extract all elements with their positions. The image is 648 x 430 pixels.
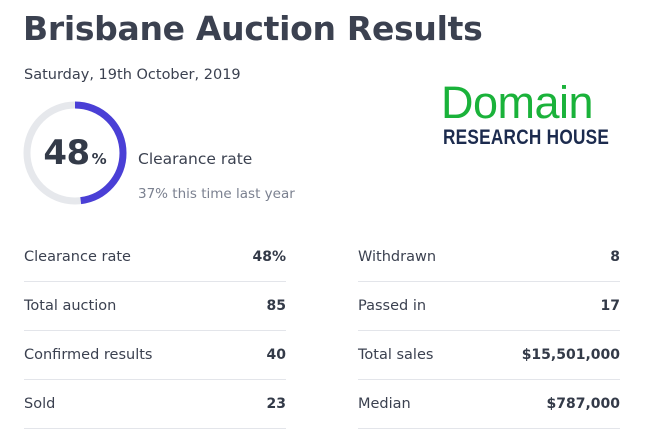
stat-row: Total sales $15,501,000 [358, 331, 620, 380]
stat-row: Median $787,000 [358, 380, 620, 429]
logo-domain-text: Domain [441, 77, 594, 128]
stat-label: Sold [24, 396, 56, 412]
clearance-rate-label: Clearance rate [138, 150, 253, 168]
stats-left-column: Clearance rate 48% Total auction 85 Conf… [24, 233, 286, 429]
clearance-last-year: 37% this time last year [138, 186, 295, 202]
gauge-fill-arc [23, 101, 127, 205]
stat-row: Sold 23 [24, 380, 286, 429]
stat-row: Total auction 85 [24, 282, 286, 331]
domain-research-house-logo: Domain RESEARCH HOUSE [441, 80, 613, 154]
stat-value: 48% [252, 249, 286, 265]
page-title: Brisbane Auction Results [23, 9, 483, 48]
logo-research-house-text: RESEARCH HOUSE [443, 126, 610, 149]
stat-value: 85 [266, 298, 286, 314]
stat-row: Passed in 17 [358, 282, 620, 331]
stat-label: Passed in [358, 298, 427, 314]
stat-value: 40 [266, 347, 286, 363]
stat-value: 23 [266, 396, 286, 412]
stat-value: 8 [610, 249, 620, 265]
stat-label: Total auction [24, 298, 117, 314]
clearance-gauge: 48 % [22, 100, 128, 206]
clearance-gauge-ring [23, 101, 127, 205]
stat-row: Confirmed results 40 [24, 331, 286, 380]
stat-value: $787,000 [546, 396, 620, 412]
gauge-unit: % [91, 150, 107, 168]
stat-row: Withdrawn 8 [358, 233, 620, 282]
stats-right-column: Withdrawn 8 Passed in 17 Total sales $15… [358, 233, 620, 429]
gauge-number: 48 [43, 133, 90, 173]
stat-label: Total sales [358, 347, 434, 363]
stat-label: Withdrawn [358, 249, 437, 265]
stat-label: Clearance rate [24, 249, 131, 265]
stat-label: Median [358, 396, 411, 412]
auction-date: Saturday, 19th October, 2019 [24, 67, 241, 83]
stat-row: Clearance rate 48% [24, 233, 286, 282]
gauge-value: 48 % [22, 100, 128, 206]
stat-value: 17 [600, 298, 620, 314]
stat-label: Confirmed results [24, 347, 153, 363]
stat-value: $15,501,000 [521, 347, 620, 363]
